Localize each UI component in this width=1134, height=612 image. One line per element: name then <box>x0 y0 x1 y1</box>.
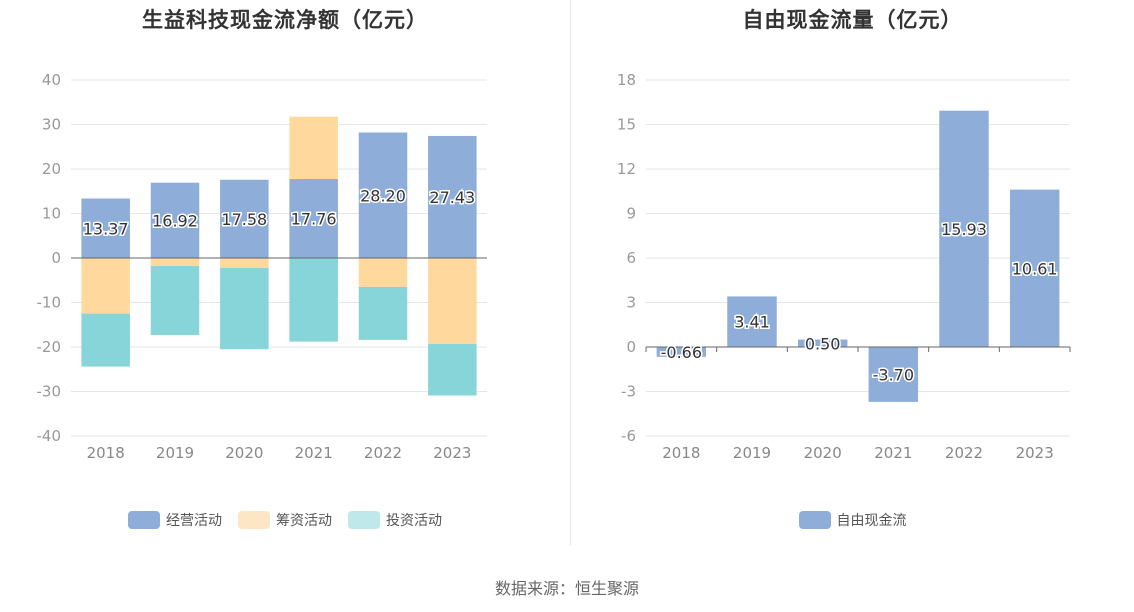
x-tick-label: 2022 <box>364 444 402 462</box>
y-tick-label: 12 <box>617 160 636 178</box>
x-tick-label: 2023 <box>1016 444 1054 462</box>
y-tick-label: -40 <box>37 427 62 445</box>
free-cash-flow-chart: -6 -3 0 3 6 9 12 15 18 2018 2019 2020 2021 2022 2023 -0… <box>617 71 1071 462</box>
bar <box>358 258 408 287</box>
data-label: 16.92 <box>152 211 198 230</box>
legend-label: 筹资活动 <box>276 513 332 529</box>
bar <box>868 347 919 402</box>
y-tick-label: -6 <box>621 427 636 445</box>
y-tick-label: 40 <box>42 71 61 89</box>
bar <box>358 132 408 258</box>
bar <box>939 110 989 347</box>
bar <box>220 267 269 350</box>
bar <box>150 182 200 258</box>
y-tick-label: 18 <box>617 71 636 89</box>
bar <box>289 258 338 342</box>
bar <box>656 347 707 357</box>
chart-title: 自由现金流量（亿元） <box>742 8 963 32</box>
x-tick-label: 2020 <box>225 444 263 462</box>
y-tick-label: 0 <box>51 249 61 267</box>
y-tick-label: -10 <box>37 294 62 312</box>
legend-label: 自由现金流 <box>836 513 907 529</box>
x-tick-label: 2022 <box>945 444 983 462</box>
bar <box>289 178 338 258</box>
data-label: -0.66 <box>661 343 702 362</box>
legend-swatch <box>238 511 270 529</box>
y-tick-label: 3 <box>626 294 636 312</box>
chart-title: 生益科技现金流净额（亿元） <box>142 8 428 32</box>
bar <box>220 258 269 268</box>
free-cash-flow-chart-panel: 自由现金流量（亿元） -6 -3 0 3 6 9 12 15 18 2018 2019 2020 202… <box>571 0 1134 545</box>
bar <box>727 296 777 347</box>
bar <box>81 198 130 258</box>
data-label: 28.20 <box>360 186 406 205</box>
bar <box>81 313 130 367</box>
data-label: 17.58 <box>221 210 267 229</box>
bar <box>428 258 477 344</box>
bar <box>797 339 848 347</box>
cash-flow-chart-panel: 生益科技现金流净额（亿元） -40 -30 -20 -10 0 10 20 30 40 2018 2… <box>0 0 570 545</box>
bar <box>428 343 477 396</box>
bar <box>81 258 130 314</box>
y-tick-label: 30 <box>42 116 61 134</box>
legend-item-financing[interactable]: 筹资活动 <box>238 510 332 530</box>
panel-divider <box>570 0 571 545</box>
x-tick-label: 2021 <box>874 444 912 462</box>
bar <box>150 258 200 267</box>
legend-swatch <box>348 511 380 529</box>
data-label: 10.61 <box>1012 259 1058 278</box>
data-label: 13.37 <box>83 219 129 238</box>
data-label: -3.70 <box>873 365 914 384</box>
legend: 自由现金流 <box>571 510 1134 530</box>
legend-item-operating[interactable]: 经营活动 <box>128 510 222 530</box>
x-tick-label: 2020 <box>804 444 842 462</box>
bar <box>1009 189 1060 347</box>
x-tick-label: 2018 <box>87 444 125 462</box>
data-source-note: 数据来源：恒生聚源 <box>494 579 639 598</box>
y-tick-label: 15 <box>617 116 636 134</box>
data-label: 3.41 <box>734 313 770 332</box>
y-tick-label: 6 <box>626 249 636 267</box>
bar <box>150 266 200 335</box>
bar <box>428 135 477 258</box>
data-label: 17.76 <box>291 209 337 228</box>
x-tick-label: 2021 <box>295 444 333 462</box>
cash-flow-chart: -40 -30 -20 -10 0 10 20 30 40 2018 2019 2020 2021 202… <box>37 71 487 462</box>
bar <box>289 116 338 179</box>
bar <box>358 286 408 340</box>
data-label: 0.50 <box>805 334 841 353</box>
y-tick-label: 20 <box>42 160 61 178</box>
legend-item-free-cash-flow[interactable]: 自由现金流 <box>798 510 907 530</box>
bar <box>220 179 269 258</box>
data-label: 27.43 <box>429 188 475 207</box>
legend: 经营活动 筹资活动 投资活动 <box>0 510 570 530</box>
x-tick-label: 2019 <box>156 444 194 462</box>
legend-swatch <box>798 511 831 529</box>
y-tick-label: 0 <box>626 338 636 356</box>
y-tick-label: 9 <box>626 205 636 223</box>
x-tick-label: 2018 <box>662 444 700 462</box>
x-tick-label: 2019 <box>733 444 771 462</box>
legend-swatch <box>128 511 160 529</box>
y-tick-label: -30 <box>37 383 62 401</box>
x-tick-label: 2023 <box>433 444 471 462</box>
legend-item-investing[interactable]: 投资活动 <box>348 510 442 530</box>
y-tick-label: 10 <box>42 205 61 223</box>
data-label: 15.93 <box>941 220 987 239</box>
y-tick-label: -20 <box>37 338 62 356</box>
legend-label: 经营活动 <box>166 513 222 529</box>
legend-label: 投资活动 <box>386 513 442 529</box>
y-tick-label: -3 <box>621 383 636 401</box>
